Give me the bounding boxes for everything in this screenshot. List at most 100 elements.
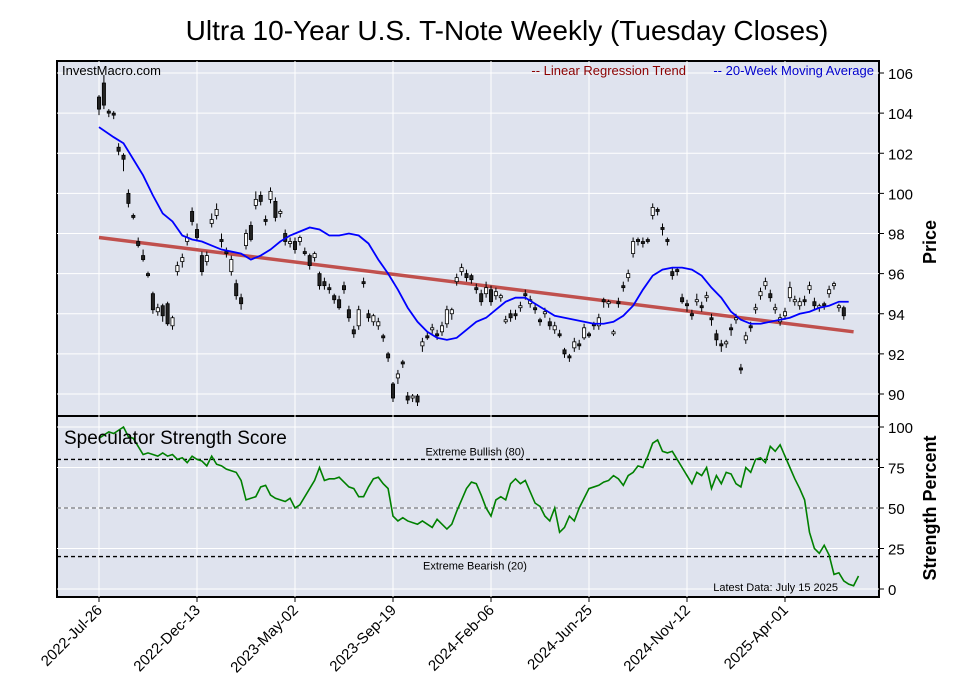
candle bbox=[439, 321, 444, 336]
candle-body bbox=[341, 285, 346, 291]
candle-body bbox=[180, 257, 185, 262]
candle-body bbox=[386, 353, 391, 359]
candle bbox=[405, 391, 410, 405]
candle bbox=[292, 237, 297, 254]
candle-body bbox=[297, 237, 302, 242]
candle bbox=[513, 309, 518, 320]
price-gridlines bbox=[57, 61, 879, 416]
price-tick-label: 106 bbox=[888, 66, 913, 83]
candle-body bbox=[812, 301, 817, 307]
candle bbox=[337, 295, 342, 310]
candle-body bbox=[484, 287, 489, 295]
candle-body bbox=[97, 96, 102, 110]
candle bbox=[680, 293, 685, 304]
candle bbox=[219, 233, 224, 248]
candle-body bbox=[425, 335, 430, 339]
candle-body bbox=[601, 299, 606, 303]
candle-body bbox=[807, 285, 812, 291]
candle bbox=[141, 249, 146, 262]
candle bbox=[538, 317, 543, 326]
candle bbox=[204, 251, 209, 266]
candle bbox=[121, 153, 126, 172]
candle bbox=[601, 297, 606, 308]
candle-body bbox=[322, 281, 327, 287]
candle-body bbox=[699, 305, 704, 309]
candle bbox=[170, 315, 175, 330]
candle-body bbox=[557, 333, 562, 337]
x-tick-label: 2024-Feb-06 bbox=[425, 602, 498, 675]
strength-panel-title: Speculator Strength Score bbox=[64, 428, 287, 449]
candle bbox=[836, 303, 841, 312]
candle bbox=[454, 273, 459, 286]
candle bbox=[425, 331, 430, 340]
legend-ma: -- 20-Week Moving Average bbox=[713, 63, 874, 78]
candle-body bbox=[542, 311, 547, 315]
candle bbox=[376, 317, 381, 330]
price-panel bbox=[56, 60, 880, 417]
price-tick-label: 100 bbox=[888, 186, 913, 203]
candle-body bbox=[670, 271, 675, 277]
candle bbox=[763, 277, 768, 290]
candle-body bbox=[106, 110, 111, 114]
candle bbox=[807, 281, 812, 294]
candle-body bbox=[410, 395, 415, 399]
candle-body bbox=[346, 309, 351, 319]
candle-body bbox=[229, 259, 234, 273]
candle bbox=[165, 301, 170, 326]
candle-body bbox=[194, 229, 199, 238]
candle bbox=[194, 223, 199, 242]
candle-body bbox=[655, 209, 660, 212]
x-tick-label: 2023-May-02 bbox=[227, 602, 302, 677]
candle-body bbox=[199, 255, 204, 273]
candle bbox=[317, 271, 322, 290]
candle bbox=[621, 281, 626, 292]
candle-body bbox=[430, 327, 435, 331]
candle bbox=[508, 309, 513, 322]
candle bbox=[832, 281, 837, 290]
latest-data-annotation: Latest Data: July 15 2025 bbox=[713, 582, 838, 594]
candle-body bbox=[268, 190, 273, 200]
candle-body bbox=[626, 273, 631, 279]
candle bbox=[268, 187, 273, 204]
price-tick-label: 90 bbox=[888, 387, 905, 404]
candle bbox=[199, 251, 204, 276]
candle-body bbox=[405, 395, 410, 401]
x-tick-label: 2022-Dec-13 bbox=[130, 602, 203, 675]
candle-body bbox=[577, 343, 582, 347]
candle bbox=[714, 329, 719, 346]
candle-body bbox=[278, 211, 283, 214]
candle-body bbox=[263, 219, 268, 222]
candle-body bbox=[704, 295, 709, 299]
candle-body bbox=[121, 154, 126, 160]
strength-reference-lines: Extreme Bullish (80) Extreme Bearish (20) bbox=[57, 446, 879, 573]
candle bbox=[366, 309, 371, 322]
candle bbox=[106, 109, 111, 118]
candle-body bbox=[439, 325, 444, 333]
candle-body bbox=[645, 239, 650, 242]
candle-body bbox=[582, 327, 587, 339]
candle-body bbox=[307, 255, 312, 267]
candle-body bbox=[552, 325, 557, 331]
moving-average-line bbox=[98, 126, 849, 341]
candle bbox=[812, 297, 817, 310]
candle-body bbox=[459, 267, 464, 273]
candle bbox=[430, 323, 435, 334]
candle-body bbox=[420, 341, 425, 347]
candle-body bbox=[400, 361, 405, 365]
candle-body bbox=[719, 343, 724, 347]
candle bbox=[650, 203, 655, 220]
candle bbox=[214, 203, 219, 220]
candle-body bbox=[469, 275, 474, 281]
candle-body bbox=[640, 241, 645, 244]
candle bbox=[469, 273, 474, 284]
price-tick-label: 94 bbox=[888, 307, 905, 324]
x-tick-label: 2022-Jul-26 bbox=[38, 602, 106, 670]
strength-gridlines bbox=[57, 416, 879, 597]
candle-body bbox=[327, 287, 332, 291]
candle bbox=[449, 307, 454, 320]
candle bbox=[160, 303, 165, 322]
candle bbox=[753, 303, 758, 314]
candle bbox=[738, 363, 743, 374]
candle-body bbox=[150, 293, 155, 311]
candle-body bbox=[101, 82, 106, 106]
